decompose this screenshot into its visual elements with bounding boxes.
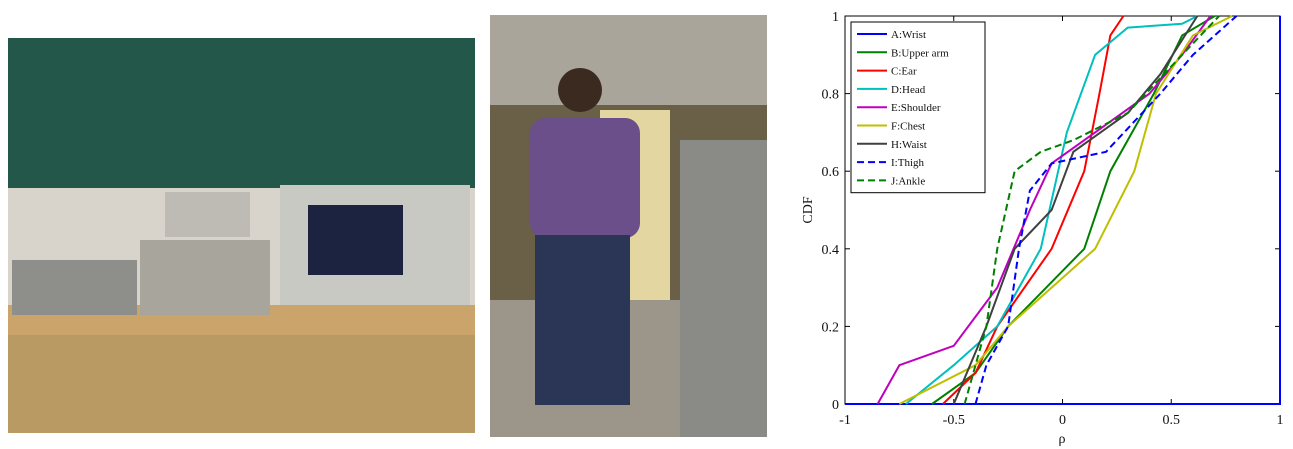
legend-label: A:Wrist xyxy=(891,29,926,41)
legend-label: B:Upper arm xyxy=(891,47,949,59)
x-tick-label: 0 xyxy=(1059,413,1066,428)
y-tick-label: 1 xyxy=(832,10,839,25)
y-axis-label: CDF xyxy=(801,196,816,223)
legend-label: I:Thigh xyxy=(891,157,924,169)
x-axis-label: ρ xyxy=(1059,432,1066,447)
legend-label: C:Ear xyxy=(891,66,917,78)
walking-photo xyxy=(490,15,767,437)
x-tick-label: 1 xyxy=(1277,413,1284,428)
y-tick-label: 0.6 xyxy=(822,165,840,180)
x-tick-label: -1 xyxy=(839,413,851,428)
legend-label: J:Ankle xyxy=(891,175,925,187)
lab-photo xyxy=(8,38,475,433)
cdf-chart: CDF ρ -1 -0.5 0 0.5 1 0 0.2 0.4 0.6 0.8 1 A:Wrist B:… xyxy=(801,10,1284,447)
legend-label: D:Head xyxy=(891,84,926,96)
y-tick-label: 0 xyxy=(832,398,839,413)
y-tick-label: 0.2 xyxy=(822,320,840,335)
x-tick-label: -0.5 xyxy=(943,413,965,428)
x-tick-label: 0.5 xyxy=(1163,413,1181,428)
legend-label: F:Chest xyxy=(891,121,925,133)
legend: A:Wrist B:Upper arm C:Ear D:Head E:Shoulder F… xyxy=(851,22,985,193)
figure-canvas: CDF ρ -1 -0.5 0 0.5 1 0 0.2 0.4 0.6 0.8 1 A:Wrist B:… xyxy=(0,0,1293,449)
legend-label: H:Waist xyxy=(891,139,927,151)
y-tick-label: 0.4 xyxy=(822,243,840,258)
y-tick-label: 0.8 xyxy=(822,88,840,103)
figure: CDF ρ -1 -0.5 0 0.5 1 0 0.2 0.4 0.6 0.8 1 A:Wrist B:… xyxy=(0,0,1293,449)
legend-label: E:Shoulder xyxy=(891,102,941,114)
